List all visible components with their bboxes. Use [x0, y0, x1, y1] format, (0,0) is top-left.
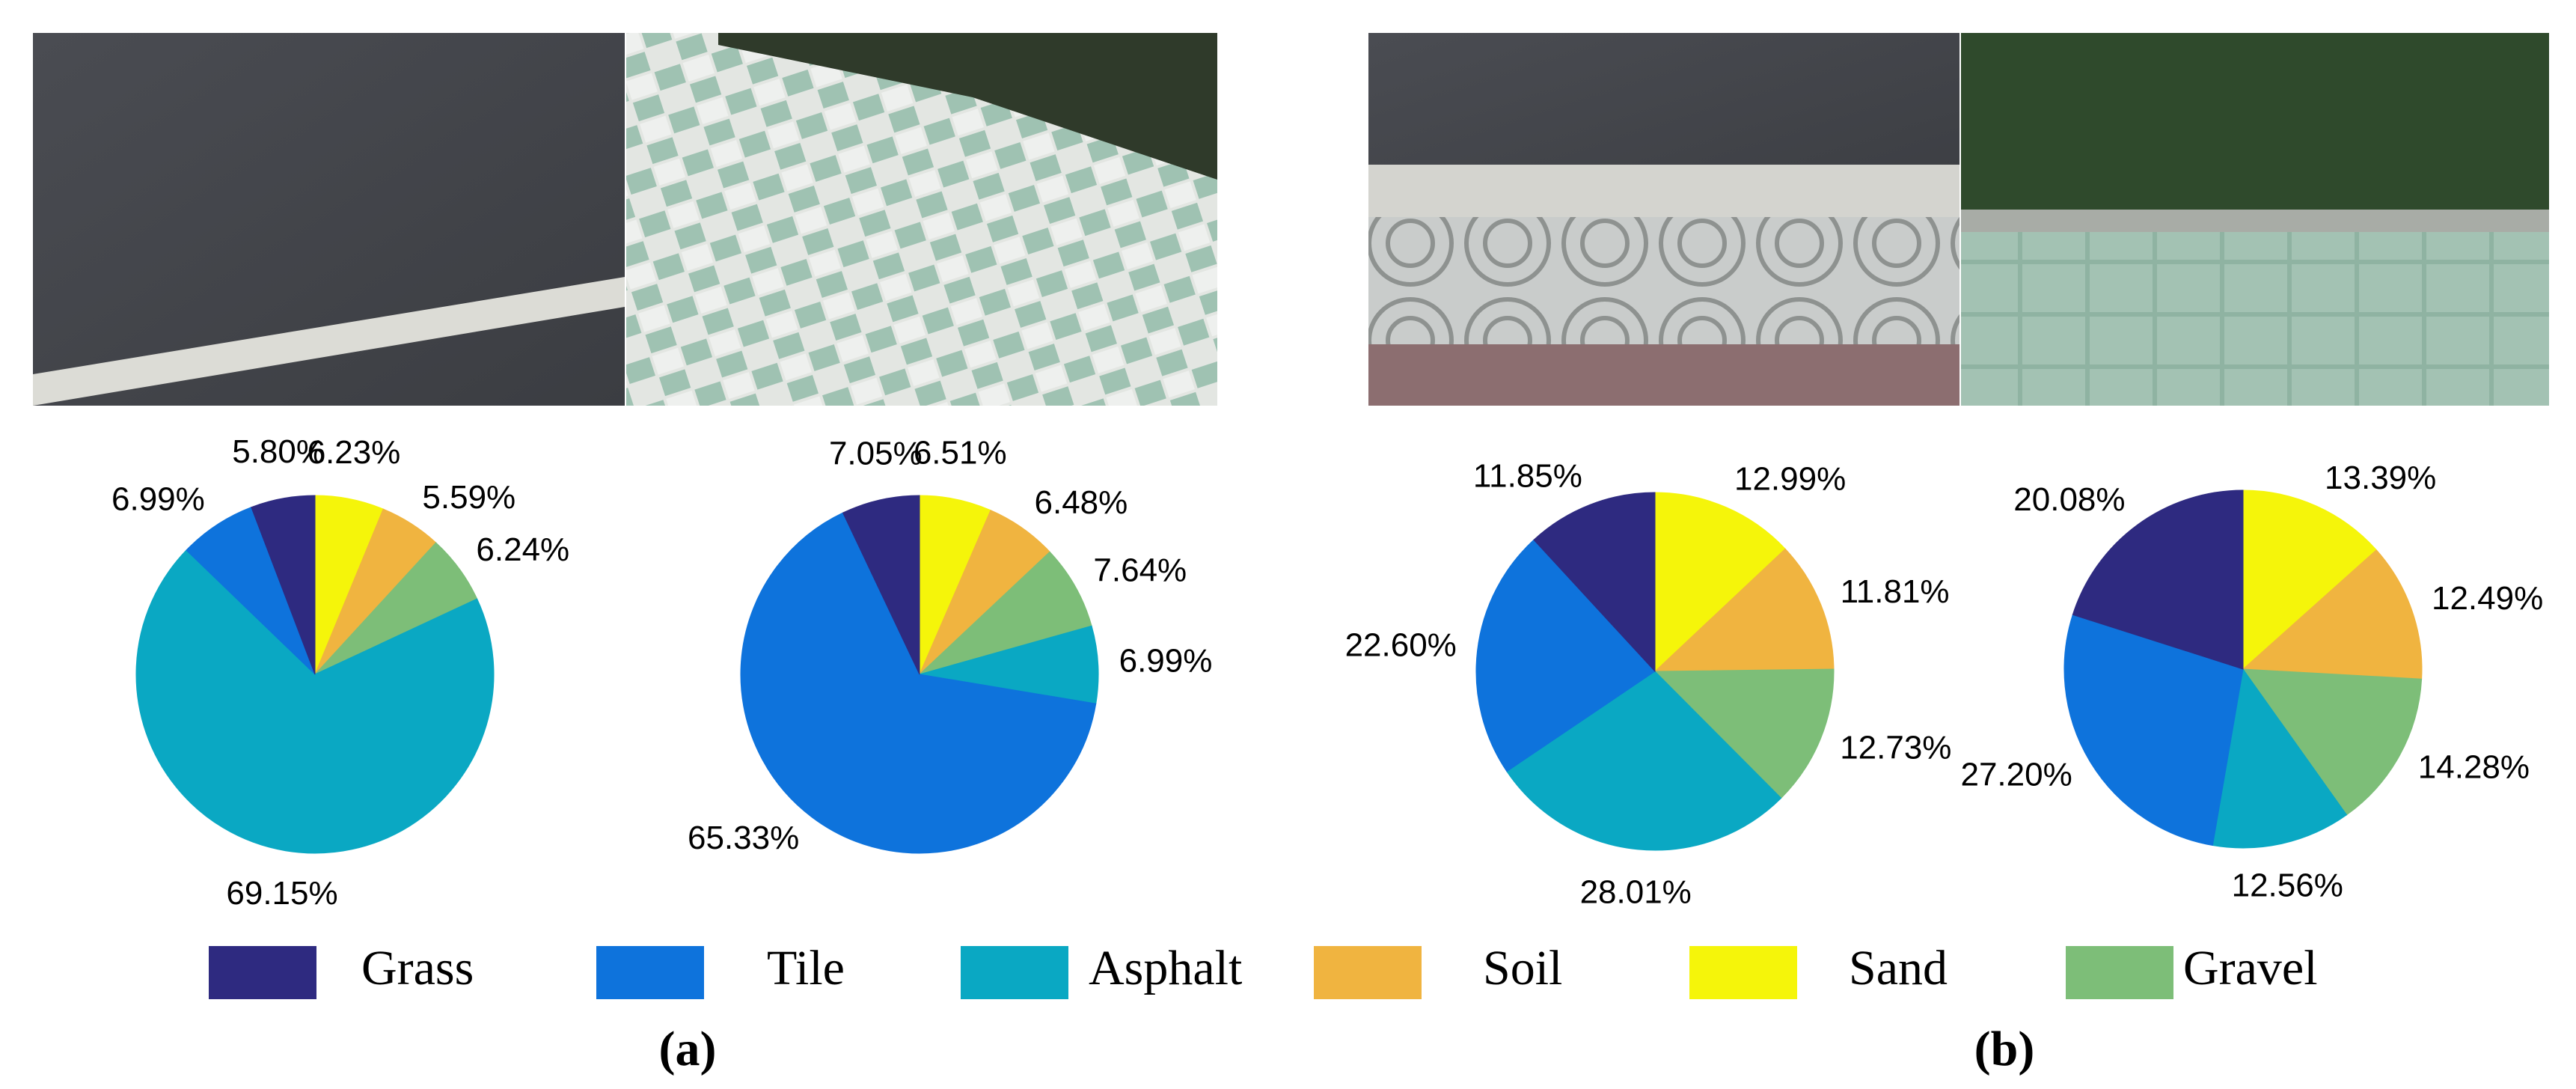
value-label: 7.64%: [1093, 552, 1187, 588]
value-label: 14.28%: [2418, 748, 2530, 785]
legend-swatch: [596, 946, 704, 999]
pie-slice: [2242, 489, 2377, 671]
value-label: 11.81%: [1841, 573, 1950, 610]
value-label: 28.01%: [1580, 873, 1692, 910]
photo-curb2: [1961, 210, 2549, 232]
value-label: 20.08%: [2013, 481, 2125, 518]
pie-slice: [1653, 668, 1835, 799]
pie-slice: [1654, 492, 1786, 673]
pie-slice: [2242, 549, 2423, 680]
value-label: 12.49%: [2432, 580, 2543, 617]
legend-swatch: [961, 946, 1068, 999]
legend-swatch: [1314, 946, 1422, 999]
value-label: 6.99%: [111, 481, 205, 518]
photos: [33, 33, 2549, 406]
value-label: 27.20%: [1960, 756, 2072, 793]
legend-label: Tile: [767, 941, 845, 995]
pie-slice: [842, 495, 920, 675]
value-label: 6.99%: [1119, 642, 1213, 679]
value-label: 6.51%: [914, 434, 1007, 471]
value-label: 12.56%: [2232, 867, 2343, 904]
value-label: 12.99%: [1734, 460, 1846, 497]
pie-slice: [1653, 548, 1835, 672]
value-label: 6.24%: [476, 531, 569, 568]
value-label: 12.73%: [1840, 729, 1951, 766]
pie-slice: [919, 551, 1092, 675]
legend-label: Gravel: [2183, 941, 2318, 995]
pie-slice: [186, 507, 316, 675]
pie-slice: [2242, 668, 2423, 816]
pie-slice: [1506, 671, 1782, 851]
pie-slice: [1533, 492, 1656, 673]
photo-green-tiles: [1961, 232, 2549, 406]
photo-red-tiles: [1368, 344, 1959, 406]
pie-slice: [2212, 668, 2348, 849]
value-label: 69.15%: [226, 875, 337, 912]
legend-swatch: [2066, 946, 2173, 999]
pie-slice: [1475, 539, 1656, 772]
panel-label: (b): [1974, 1022, 2035, 1076]
value-label: 11.85%: [1473, 458, 1582, 495]
legend-label: Asphalt: [1089, 941, 1242, 995]
value-label: 65.33%: [688, 820, 799, 856]
legend-label: Sand: [1849, 941, 1948, 995]
pie-slice: [2063, 614, 2244, 847]
photo-plants: [718, 33, 1217, 180]
pie-slice: [251, 495, 316, 675]
value-label: 6.23%: [308, 434, 401, 471]
legend-label: Soil: [1483, 941, 1562, 995]
road-line: [33, 277, 625, 406]
value-label: 5.80%: [232, 433, 325, 470]
value-label: 7.05%: [829, 435, 923, 472]
panel-label: (a): [659, 1022, 717, 1076]
photo-circle-tiles: [1368, 217, 1959, 344]
pie-slice: [919, 625, 1099, 704]
pie-slice: [2072, 489, 2244, 670]
value-label: 5.59%: [422, 479, 515, 516]
pie-slice: [135, 549, 495, 854]
legend-swatch: [209, 946, 316, 999]
photo-curb: [1368, 165, 1959, 217]
value-label: 22.60%: [1345, 627, 1457, 664]
pie-slice: [740, 512, 1097, 854]
legend-label: Grass: [361, 941, 474, 995]
value-label: 13.39%: [2325, 460, 2436, 496]
photo-bushes: [1961, 33, 2549, 213]
legend-swatch: [1689, 946, 1797, 999]
value-label: 6.48%: [1035, 484, 1128, 521]
